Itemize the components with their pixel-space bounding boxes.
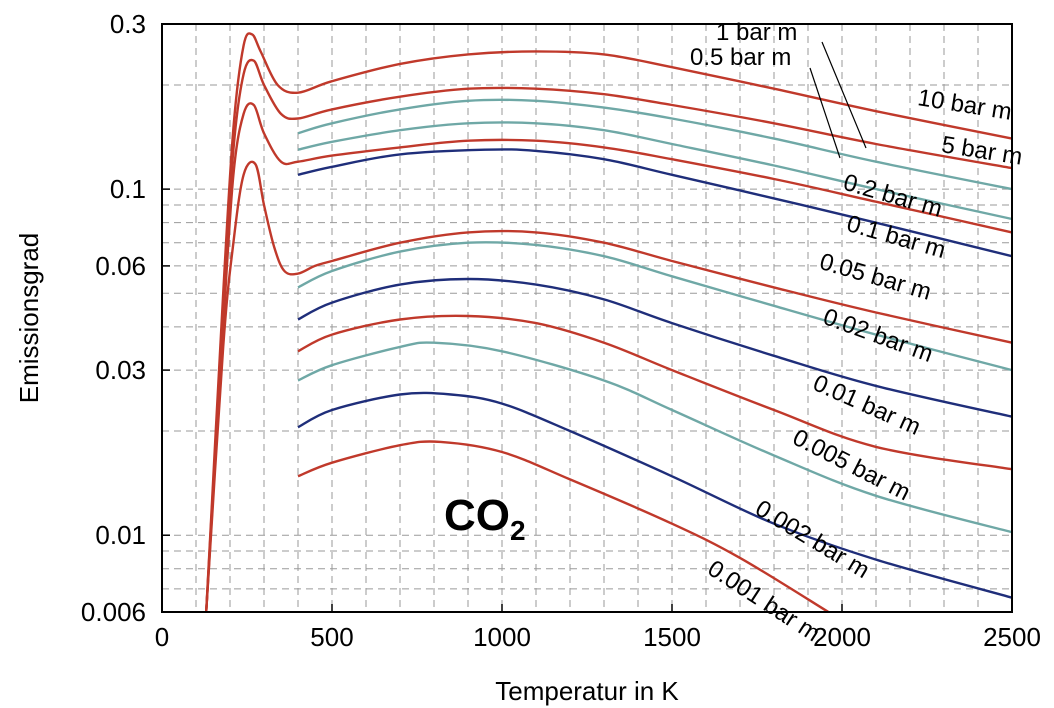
series-line <box>297 391 1013 599</box>
series-line <box>297 241 1013 372</box>
grid-layer <box>162 24 1012 612</box>
curve-label: 0.5 bar m <box>690 44 791 71</box>
series-line <box>297 98 1013 191</box>
curve-label: 10 bar m <box>916 84 1014 125</box>
x-tick-label: 1500 <box>643 622 701 652</box>
series-line <box>297 277 1013 418</box>
y-tick-label: 0.03 <box>95 355 146 385</box>
x-tick-label: 1000 <box>473 622 531 652</box>
leader-line <box>821 41 867 149</box>
species-main: CO <box>444 491 510 540</box>
curve-label: 0.002 bar m <box>751 495 875 584</box>
y-tick-label: 0.3 <box>110 9 146 39</box>
series-line <box>205 32 1013 613</box>
species-annotation: CO2 <box>444 491 526 546</box>
x-tick-label: 500 <box>310 622 353 652</box>
x-tick-label: 2000 <box>813 622 871 652</box>
leader-line <box>809 67 841 159</box>
y-axis-title: Emissionsgrad <box>14 233 44 404</box>
curve-label: 0.005 bar m <box>788 424 914 506</box>
x-tick-label: 0 <box>155 622 169 652</box>
series-line <box>297 314 1013 471</box>
series-line <box>297 148 1013 258</box>
plot-frame <box>161 23 1013 613</box>
axis-layer: Temperatur in K Emissionsgrad CO2 0 500 10… <box>14 9 1041 706</box>
y-tick-label: 0.006 <box>81 597 146 627</box>
y-tick-label: 0.1 <box>110 174 146 204</box>
series-line <box>205 160 1013 613</box>
x-tick-label: 2500 <box>983 622 1041 652</box>
series-line <box>297 341 1013 534</box>
y-tick-label: 0.01 <box>95 520 146 550</box>
series-line <box>297 440 830 614</box>
y-tick-label: 0.06 <box>95 251 146 281</box>
x-axis-title: Temperatur in K <box>495 676 679 706</box>
species-subscript: 2 <box>510 515 526 546</box>
series-layer <box>205 32 1013 614</box>
series-line <box>205 58 1013 613</box>
series-line <box>205 102 1013 613</box>
series-line <box>297 121 1013 221</box>
